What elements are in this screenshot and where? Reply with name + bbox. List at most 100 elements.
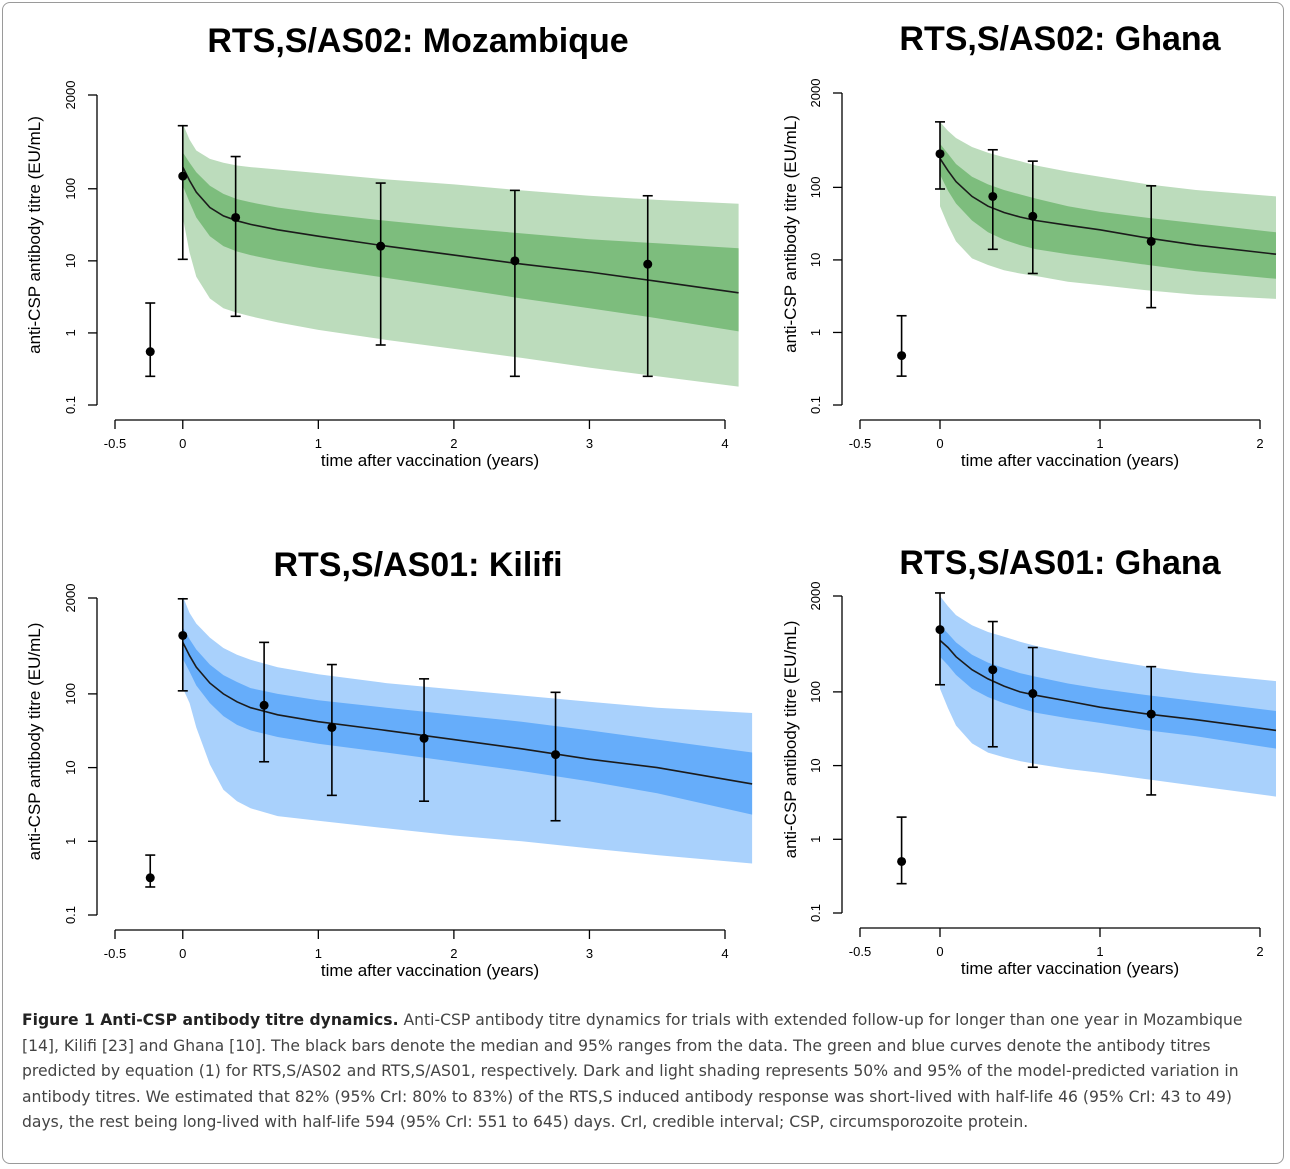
median-point <box>376 241 386 251</box>
x-tick-label: -0.5 <box>849 944 871 959</box>
y-tick-label: 1 <box>63 838 78 845</box>
x-tick-label: 0 <box>179 946 186 961</box>
median-point <box>510 256 520 266</box>
data-point <box>1027 646 1038 769</box>
chart-title: RTS,S/AS02: Ghana <box>899 20 1221 58</box>
median-point <box>1146 709 1156 719</box>
data-point <box>1027 160 1038 275</box>
median-point <box>897 351 907 361</box>
median-point <box>988 665 998 675</box>
median-point <box>231 212 241 222</box>
data-point <box>935 121 945 190</box>
data-point <box>145 302 156 378</box>
y-tick-label: 10 <box>63 760 78 774</box>
band-50pct <box>182 152 739 332</box>
chart-as02-ghana: 0.1 1 10 100 2000 -0.5 0 1 2 time after vaccinati… <box>781 20 1277 470</box>
x-axis-label: time after vaccination (years) <box>321 961 539 980</box>
data-point <box>177 124 188 261</box>
x-axis: -0.5 0 1 2 3 4 <box>104 929 729 961</box>
median-line <box>939 158 1277 255</box>
x-tick-label: 2 <box>1256 944 1263 959</box>
median-point <box>145 873 155 883</box>
y-tick-label: 100 <box>808 681 823 703</box>
data-point <box>987 620 998 748</box>
panel-as01-ghana: 0.1 1 10 100 2000 -0.5 0 1 2 time after vaccinati… <box>770 525 1285 1000</box>
median-line <box>182 642 753 785</box>
y-axis-label: anti-CSP antibody titre (EU/mL) <box>781 621 800 859</box>
data-point <box>987 148 998 251</box>
y-tick-label: 2000 <box>63 81 78 110</box>
data-point <box>259 641 270 763</box>
x-tick-label: -0.5 <box>104 946 126 961</box>
caption-label: Figure 1 Anti-CSP antibody titre dynamic… <box>22 1011 399 1029</box>
x-tick-label: -0.5 <box>849 436 871 451</box>
data-point <box>896 816 907 885</box>
data-point <box>642 194 653 378</box>
data-point <box>177 598 188 692</box>
x-axis-label: time after vaccination (years) <box>321 451 539 470</box>
y-axis-label: anti-CSP antibody titre (EU/mL) <box>781 115 800 353</box>
x-axis-label: time after vaccination (years) <box>961 451 1179 470</box>
y-tick-label: 2000 <box>63 584 78 613</box>
y-tick-label: 100 <box>63 683 78 705</box>
chart-title: RTS,S/AS02: Mozambique <box>207 22 628 60</box>
median-point <box>643 259 653 269</box>
x-axis: -0.5 0 1 2 3 4 <box>104 419 729 451</box>
median-point <box>1028 211 1038 221</box>
x-tick-label: 4 <box>721 436 728 451</box>
figure-caption: Figure 1 Anti-CSP antibody titre dynamic… <box>22 1008 1272 1136</box>
median-point <box>145 347 155 357</box>
y-tick-label: 0.1 <box>63 396 78 414</box>
x-axis-label: time after vaccination (years) <box>961 959 1179 978</box>
y-tick-label: 100 <box>808 177 823 199</box>
x-tick-label: 1 <box>1096 944 1103 959</box>
y-tick-label: 10 <box>63 254 78 268</box>
panel-as02-ghana: 0.1 1 10 100 2000 -0.5 0 1 2 time after vaccinati… <box>770 15 1285 490</box>
x-tick-label: 4 <box>721 946 728 961</box>
band-50pct <box>182 627 753 815</box>
x-axis: -0.5 0 1 2 <box>849 927 1264 959</box>
y-tick-label: 10 <box>808 758 823 772</box>
x-tick-label: 2 <box>1256 436 1263 451</box>
x-tick-label: -0.5 <box>104 436 126 451</box>
y-tick-label: 2000 <box>808 79 823 108</box>
data-point <box>1146 665 1157 796</box>
y-axis-label: anti-CSP antibody titre (EU/mL) <box>25 623 44 861</box>
x-axis: -0.5 0 1 2 <box>849 419 1264 451</box>
x-tick-label: 0 <box>179 436 186 451</box>
data-point <box>1146 185 1157 309</box>
median-point <box>988 191 998 201</box>
panel-as01-kilifi: 0.1 1 10 100 2000 -0.5 0 1 2 3 4 time after vaccina… <box>0 525 760 1000</box>
median-point <box>935 149 945 159</box>
y-axis: 0.1 1 10 100 2000 <box>63 81 98 414</box>
chart-as01-ghana: 0.1 1 10 100 2000 -0.5 0 1 2 time after vaccinati… <box>781 544 1277 978</box>
median-point <box>419 733 429 743</box>
median-point <box>259 700 269 710</box>
data-point <box>145 854 156 888</box>
data-point <box>326 663 337 797</box>
y-axis: 0.1 1 10 100 2000 <box>808 582 843 922</box>
y-tick-label: 100 <box>63 178 78 200</box>
data-point <box>550 691 561 822</box>
x-tick-label: 1 <box>315 946 322 961</box>
y-tick-label: 1 <box>63 329 78 336</box>
y-tick-label: 2000 <box>808 582 823 611</box>
data-point <box>935 592 945 686</box>
band-50pct <box>940 625 1276 749</box>
x-tick-label: 1 <box>315 436 322 451</box>
y-tick-label: 0.1 <box>63 906 78 924</box>
median-line <box>182 166 739 294</box>
median-point <box>935 625 945 635</box>
x-tick-label: 2 <box>450 946 457 961</box>
x-tick-label: 0 <box>936 944 943 959</box>
y-tick-label: 0.1 <box>808 904 823 922</box>
caption-text: Anti-CSP antibody titre dynamics for tri… <box>22 1011 1243 1131</box>
median-point <box>178 171 188 181</box>
y-axis: 0.1 1 10 100 2000 <box>63 584 98 924</box>
y-axis-label: anti-CSP antibody titre (EU/mL) <box>25 116 44 354</box>
chart-as01-kilifi: 0.1 1 10 100 2000 -0.5 0 1 2 3 4 time after vaccina… <box>25 546 753 980</box>
median-point <box>1146 236 1156 246</box>
data-point <box>509 189 520 378</box>
median-point <box>897 856 907 866</box>
